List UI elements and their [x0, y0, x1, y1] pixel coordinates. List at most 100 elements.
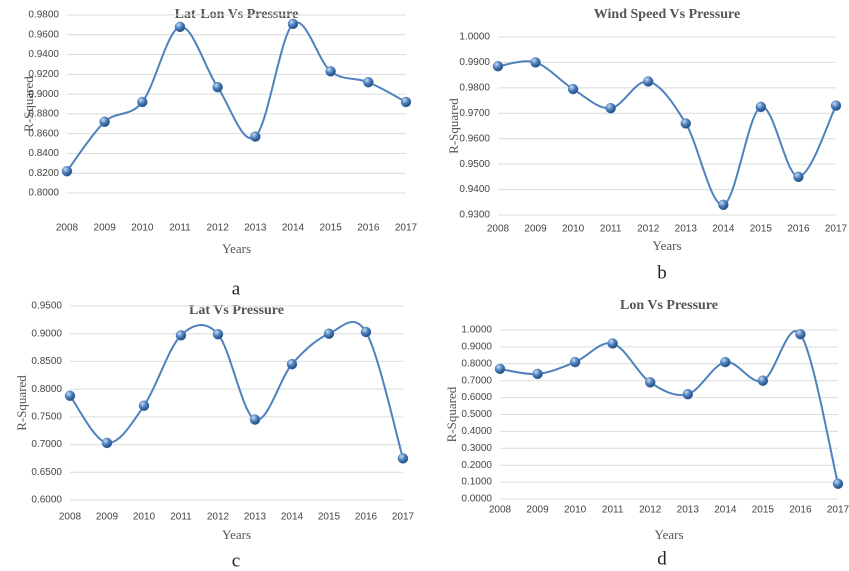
data-point	[325, 66, 336, 77]
line-series	[69, 321, 404, 459]
y-tick-label: 0.9700	[459, 108, 490, 119]
x-tick-label: 2014	[281, 512, 304, 523]
data-point	[793, 171, 804, 183]
y-tick-label: 0.3000	[461, 443, 492, 454]
x-tick-label: 2013	[675, 224, 698, 235]
data-point	[138, 400, 150, 412]
chart-title: Lat Vs Pressure	[189, 303, 284, 318]
x-tick-label: 2015	[318, 512, 341, 523]
x-tick-label: 2011	[600, 224, 622, 235]
x-tick-label: 2009	[96, 512, 119, 523]
x-tick-label: 2011	[602, 505, 624, 516]
x-tick-label: 2017	[395, 223, 418, 234]
y-tick-label: 0.6000	[31, 495, 62, 506]
y-tick-label: 0.9800	[459, 82, 490, 93]
y-tick-label: 0.7000	[31, 439, 62, 450]
data-point	[137, 96, 148, 108]
chart-panel: Lat Vs Pressure Years c R-Squared 0.6000 0.65…	[14, 301, 415, 571]
x-tick-label: 2008	[487, 224, 510, 235]
y-tick-label: 0.1000	[461, 477, 492, 488]
data-point	[99, 116, 110, 128]
data-point	[323, 328, 335, 339]
x-axis-label: Years	[654, 527, 683, 542]
data-point	[174, 21, 186, 33]
data-point	[363, 76, 374, 88]
x-tick-label: 2014	[282, 223, 305, 234]
data-point	[212, 329, 224, 340]
data-point	[287, 18, 299, 30]
x-tick-label: 2011	[170, 512, 192, 523]
x-tick-label: 2017	[827, 505, 849, 516]
data-point	[755, 101, 767, 113]
data-point	[101, 437, 113, 449]
y-tick-label: 0.4000	[461, 426, 492, 437]
y-tick-label: 0.7000	[461, 375, 492, 386]
data-point	[682, 388, 694, 400]
y-tick-label: 0.9400	[28, 49, 59, 60]
y-tick-label: 0.6500	[31, 467, 62, 478]
data-point	[830, 100, 842, 111]
chart-title: Lon Vs Pressure	[620, 298, 718, 313]
y-axis-label: R-Squared	[444, 386, 459, 442]
line-series	[497, 60, 837, 206]
y-tick-label: 0.9500	[31, 301, 62, 312]
y-tick-label: 0.8000	[31, 384, 62, 395]
data-point	[360, 326, 372, 338]
chart-title: Wind Speed Vs Pressure	[594, 7, 740, 22]
x-axis-label: Years	[222, 527, 251, 542]
x-tick-label: 2015	[752, 505, 775, 516]
data-point	[532, 368, 543, 380]
x-tick-label: 2009	[94, 223, 117, 234]
x-tick-label: 2017	[825, 224, 848, 235]
x-tick-label: 2015	[750, 224, 773, 235]
data-point	[397, 453, 409, 464]
y-tick-label: 0.8000	[28, 188, 59, 199]
x-tick-label: 2016	[357, 223, 380, 234]
x-axis-label: Years	[222, 241, 251, 256]
x-tick-label: 2008	[489, 505, 512, 516]
x-tick-label: 2014	[714, 505, 737, 516]
data-point	[607, 338, 618, 349]
y-tick-label: 0.8600	[28, 128, 59, 139]
x-axis-label: Years	[652, 238, 681, 253]
y-tick-label: 0.7500	[31, 411, 62, 422]
data-point	[718, 199, 729, 211]
x-tick-label: 2013	[244, 512, 267, 523]
data-point	[569, 356, 581, 368]
chart-panel: Lat-Lon Vs PressureYearsaR-Squared0.8000…	[21, 7, 418, 299]
x-tick-label: 2013	[244, 223, 267, 234]
x-tick-label: 2016	[787, 224, 810, 235]
data-point	[400, 96, 412, 108]
x-tick-label: 2012	[207, 223, 230, 234]
data-point	[567, 83, 579, 95]
chart-panel: Lon Vs Pressure Years d R-Squared 0.0000 0.10…	[444, 298, 849, 569]
x-tick-label: 2010	[133, 512, 156, 523]
x-tick-label: 2010	[564, 505, 587, 516]
y-tick-label: 0.9900	[459, 57, 490, 68]
y-tick-label: 0.9800	[28, 10, 59, 21]
data-point	[832, 478, 844, 490]
data-point	[250, 131, 261, 142]
x-tick-label: 2008	[56, 223, 79, 234]
x-tick-label: 2016	[789, 505, 812, 516]
x-tick-label: 2013	[677, 505, 700, 516]
y-tick-label: 0.9000	[31, 328, 62, 339]
data-point	[249, 414, 261, 425]
y-tick-label: 1.0000	[459, 32, 490, 43]
x-tick-label: 2009	[526, 505, 549, 516]
y-tick-label: 0.8000	[461, 358, 492, 369]
x-tick-label: 2016	[355, 512, 378, 523]
y-tick-label: 0.9000	[461, 342, 492, 353]
data-point	[64, 390, 76, 402]
y-tick-label: 0.8800	[28, 109, 59, 120]
y-tick-label: 0.9600	[28, 29, 59, 40]
data-point	[530, 57, 541, 68]
data-point	[492, 60, 504, 72]
data-point	[720, 356, 731, 368]
x-tick-label: 2010	[562, 224, 585, 235]
y-tick-label: 1.0000	[461, 325, 492, 336]
y-tick-label: 0.9600	[459, 133, 490, 144]
data-point	[644, 377, 656, 388]
line-series	[66, 21, 407, 172]
